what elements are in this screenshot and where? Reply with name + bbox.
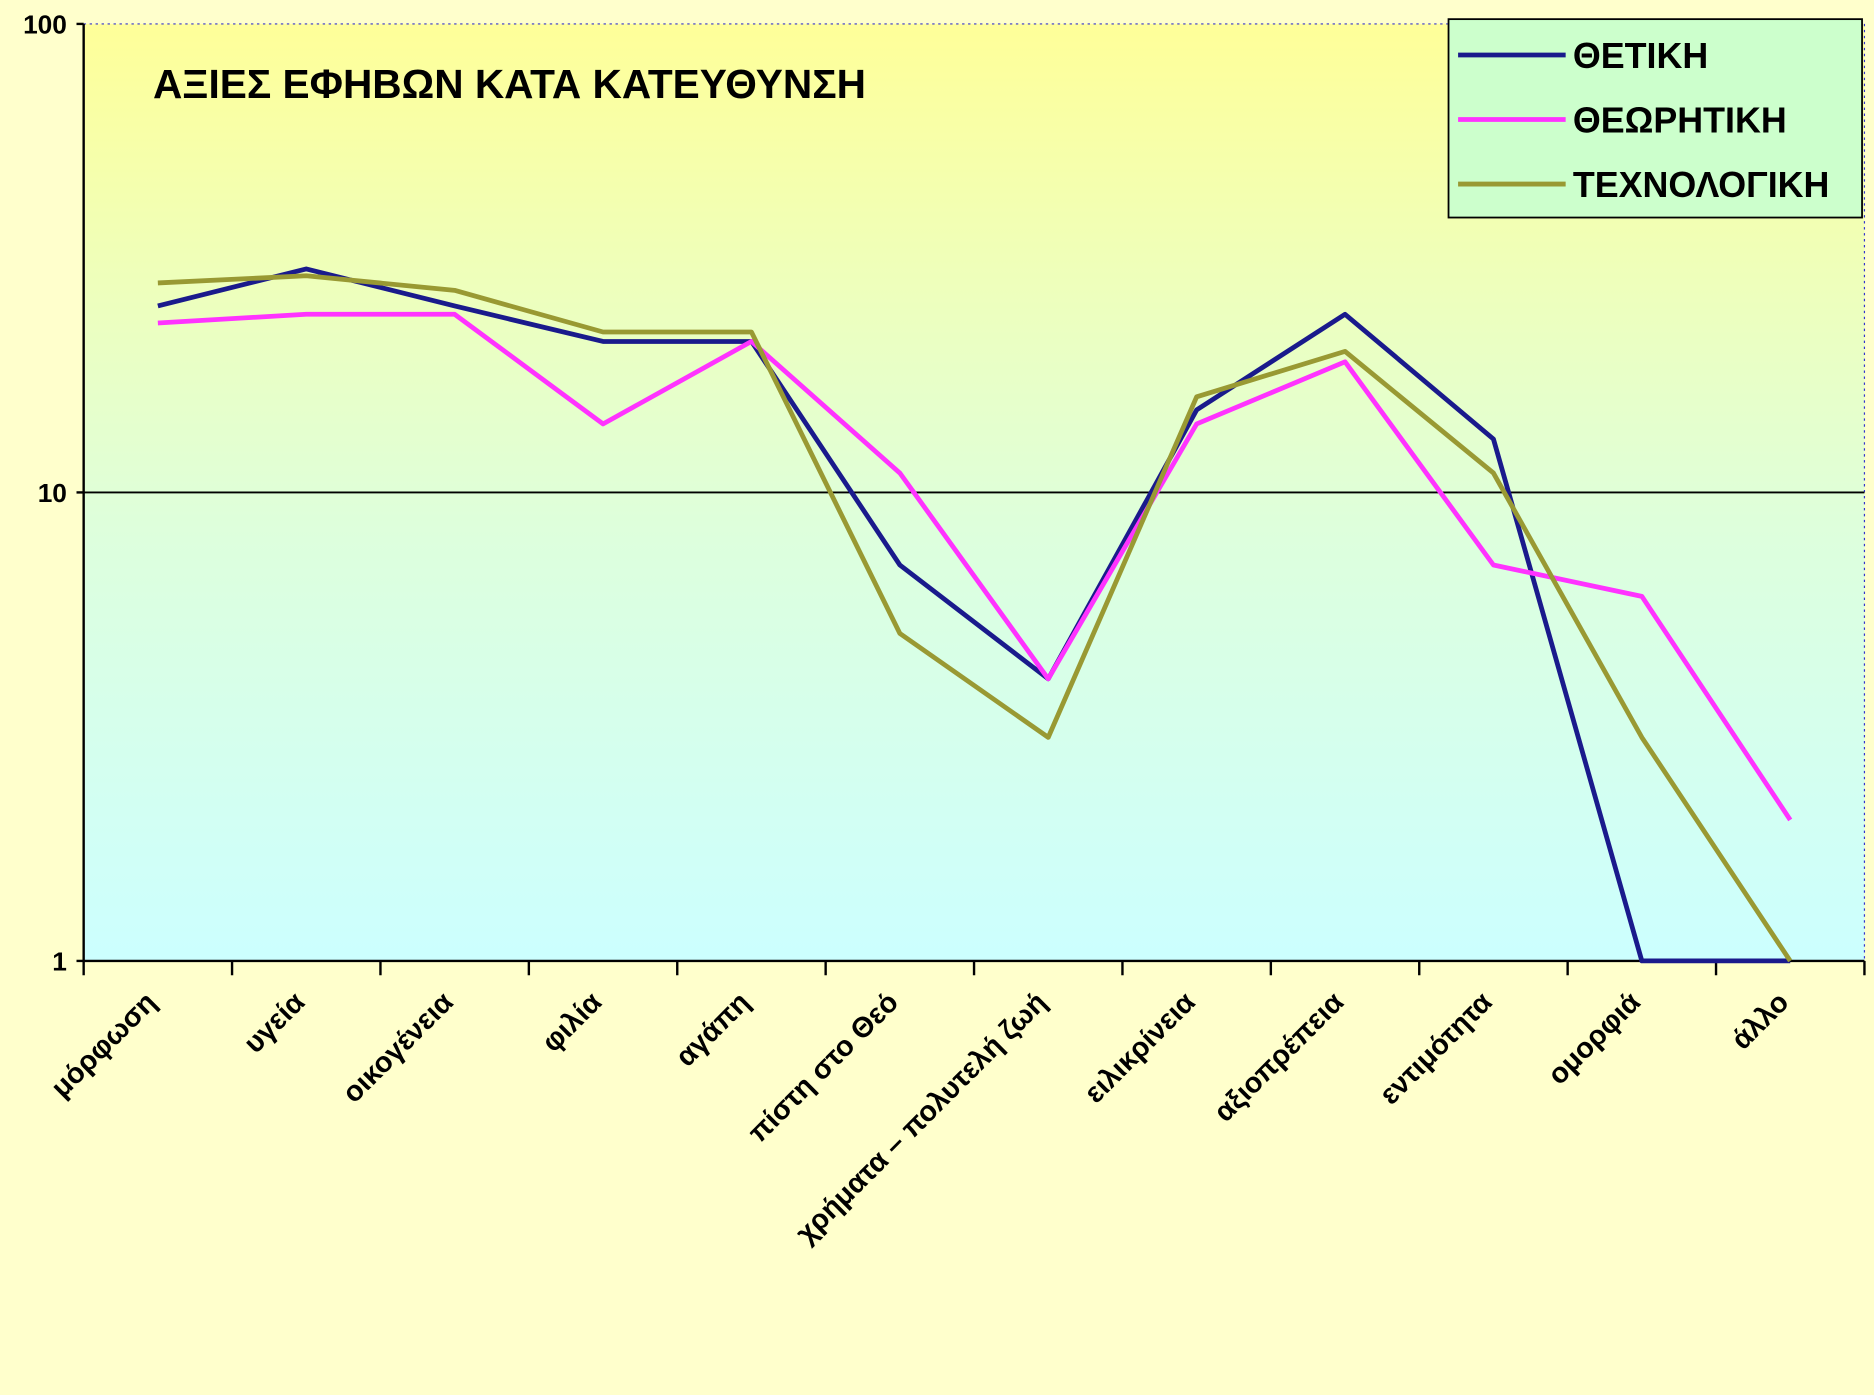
y-tick-label: 10 [38, 478, 67, 508]
legend-label: ΘΕΩΡΗΤΙΚΗ [1573, 101, 1787, 141]
legend-label: ΤΕΧΝΟΛΟΓΙΚΗ [1573, 165, 1830, 205]
y-tick-label: 100 [23, 9, 67, 39]
chart-title: ΑΞΙΕΣ ΕΦΗΒΩΝ ΚΑΤΑ ΚΑΤΕΥΘΥΝΣΗ [153, 61, 866, 107]
series-line [157, 311, 1793, 822]
legend-label: ΘΕΤΙΚΗ [1573, 36, 1708, 76]
series-line [157, 266, 1791, 964]
series-line [157, 273, 1793, 963]
y-tick-label: 1 [52, 946, 67, 976]
